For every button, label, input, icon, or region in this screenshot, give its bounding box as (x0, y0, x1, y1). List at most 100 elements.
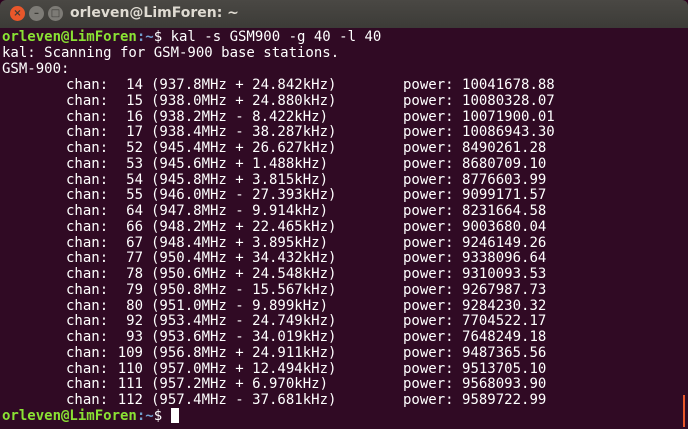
chan-number: 17 (126, 124, 143, 141)
power-label: power: (403, 392, 454, 408)
chan-number: 92 (126, 313, 143, 330)
chan-number: 66 (126, 218, 143, 235)
text-cursor (170, 407, 179, 423)
channel-row: chan: 15 (938.0MHz + 24.880kHz) power: 1008… (0, 93, 688, 109)
chan-label: chan: (66, 140, 109, 156)
chan-number: 111 (117, 376, 143, 393)
power-value: 9310093.53 (462, 266, 547, 282)
chan-frequency: (950.4MHz + 34.432kHz) (151, 250, 337, 267)
chan-number: 52 (126, 140, 143, 156)
channel-row: chan: 67 (948.4MHz + 3.895kHz) power: 92461… (0, 235, 688, 251)
channel-row: chan: 64 (947.8MHz - 9.914kHz) power: 82316… (0, 203, 688, 219)
minimize-button[interactable]: – (29, 6, 44, 21)
chan-frequency: (956.8MHz + 24.911kHz) (151, 344, 337, 361)
power-value: 8776603.99 (462, 171, 547, 188)
power-label: power: (403, 187, 454, 204)
scrollbar[interactable] (683, 395, 685, 427)
power-label: power: (403, 329, 454, 345)
chan-frequency: (953.4MHz - 24.749kHz) (151, 313, 337, 330)
power-label: power: (403, 281, 454, 298)
chan-label: chan: (66, 392, 109, 408)
channel-row: chan: 92 (953.4MHz - 24.749kHz) power: 7704… (0, 313, 688, 329)
chan-label: chan: (66, 344, 109, 361)
prompt-path: :~ (136, 407, 154, 424)
close-button[interactable]: × (10, 6, 25, 21)
chan-label: chan: (66, 108, 109, 125)
chan-number: 110 (117, 360, 143, 377)
power-value: 9003680.04 (462, 218, 547, 235)
chan-label: chan: (66, 313, 109, 330)
chan-number: 112 (117, 392, 143, 408)
power-value: 9568093.90 (462, 376, 547, 393)
chan-frequency: (950.6MHz + 24.548kHz) (151, 266, 337, 282)
chan-frequency: (950.8MHz - 15.567kHz) (151, 281, 337, 298)
power-value: 9099171.57 (462, 187, 547, 204)
chan-power: power: 10086943.30 (403, 124, 555, 140)
chan-power: power: 8680709.10 (403, 156, 546, 172)
chan-power: power: 9338096.64 (403, 250, 546, 266)
current-prompt[interactable]: orleven@LimForen:~$ (2, 407, 179, 424)
channel-row: chan: 14 (937.8MHz + 24.842kHz) power: 1004… (0, 77, 688, 93)
chan-label: chan: (66, 171, 109, 188)
chan-label: chan: (66, 187, 109, 204)
chan-number: 67 (126, 234, 143, 251)
chan-power: power: 9099171.57 (403, 187, 546, 203)
chan-frequency: (951.0MHz - 9.899kHz) (151, 297, 329, 314)
channel-row: chan: 54 (945.8MHz + 3.815kHz) power: 87766… (0, 172, 688, 188)
chan-number: 64 (126, 203, 143, 219)
chan-power: power: 10071900.01 (403, 109, 555, 125)
band-line: GSM-900: (2, 61, 70, 77)
power-label: power: (403, 376, 454, 393)
power-label: power: (403, 77, 454, 93)
command-text: kal -s GSM900 -g 40 -l 40 (170, 29, 382, 45)
power-label: power: (403, 266, 454, 282)
chan-frequency: (938.2MHz - 8.422kHz) (151, 108, 329, 125)
power-label: power: (403, 92, 454, 109)
maximize-icon: □ (50, 8, 61, 19)
chan-frequency: (945.4MHz + 26.627kHz) (151, 140, 337, 156)
chan-frequency: (948.4MHz + 3.895kHz) (151, 234, 329, 251)
chan-frequency: (947.8MHz - 9.914kHz) (151, 203, 329, 219)
chan-power: power: 7704522.17 (403, 313, 546, 329)
channel-row: chan: 52 (945.4MHz + 26.627kHz) power: 8490… (0, 140, 688, 156)
power-label: power: (403, 360, 454, 377)
chan-label: chan: (66, 266, 109, 282)
chan-power: power: 9310093.53 (403, 266, 546, 282)
chan-label: chan: (66, 218, 109, 235)
power-label: power: (403, 203, 454, 219)
chan-frequency: (957.0MHz + 12.494kHz) (151, 360, 337, 377)
channel-row: chan: 17 (938.4MHz - 38.287kHz) power: 1008… (0, 124, 688, 140)
channel-row: chan: 16 (938.2MHz - 8.422kHz) power: 10071… (0, 109, 688, 125)
chan-number: 14 (126, 77, 143, 93)
power-label: power: (403, 218, 454, 235)
power-value: 10080328.07 (462, 92, 555, 109)
power-label: power: (403, 234, 454, 251)
title-bar: × – □ orleven@LimForen: ~ (0, 0, 688, 28)
chan-power: power: 8490261.28 (403, 140, 546, 156)
chan-frequency: (945.6MHz + 1.488kHz) (151, 155, 329, 172)
chan-label: chan: (66, 155, 109, 172)
channel-row: chan: 111 (957.2MHz + 6.970kHz) power: 9568… (0, 376, 688, 392)
power-label: power: (403, 344, 454, 361)
chan-label: chan: (66, 297, 109, 314)
chan-power: power: 9246149.26 (403, 235, 546, 251)
chan-label: chan: (66, 124, 109, 141)
channel-row: chan: 79 (950.8MHz - 15.567kHz) power: 9267… (0, 282, 688, 298)
window-title: orleven@LimForen: ~ (70, 5, 239, 21)
chan-number: 93 (126, 329, 143, 345)
chan-number: 55 (126, 187, 143, 204)
channel-row: chan: 53 (945.6MHz + 1.488kHz) power: 86807… (0, 156, 688, 172)
terminal-area[interactable]: orleven@LimForen:~$ kal -s GSM900 -g 40 … (0, 28, 688, 429)
chan-power: power: 9589722.99 (403, 392, 546, 408)
prompt-user: orleven@LimForen (2, 29, 137, 45)
power-value: 9284230.32 (462, 297, 547, 314)
chan-frequency: (957.2MHz + 6.970kHz) (151, 376, 329, 393)
chan-label: chan: (66, 234, 109, 251)
power-value: 10086943.30 (462, 124, 555, 141)
power-value: 9338096.64 (462, 250, 547, 267)
prompt-dollar: $ (153, 29, 171, 45)
chan-power: power: 9284230.32 (403, 298, 546, 314)
power-value: 10041678.88 (462, 77, 555, 93)
channel-row: chan: 109 (956.8MHz + 24.911kHz) power: 948… (0, 345, 688, 361)
maximize-button[interactable]: □ (48, 6, 63, 21)
